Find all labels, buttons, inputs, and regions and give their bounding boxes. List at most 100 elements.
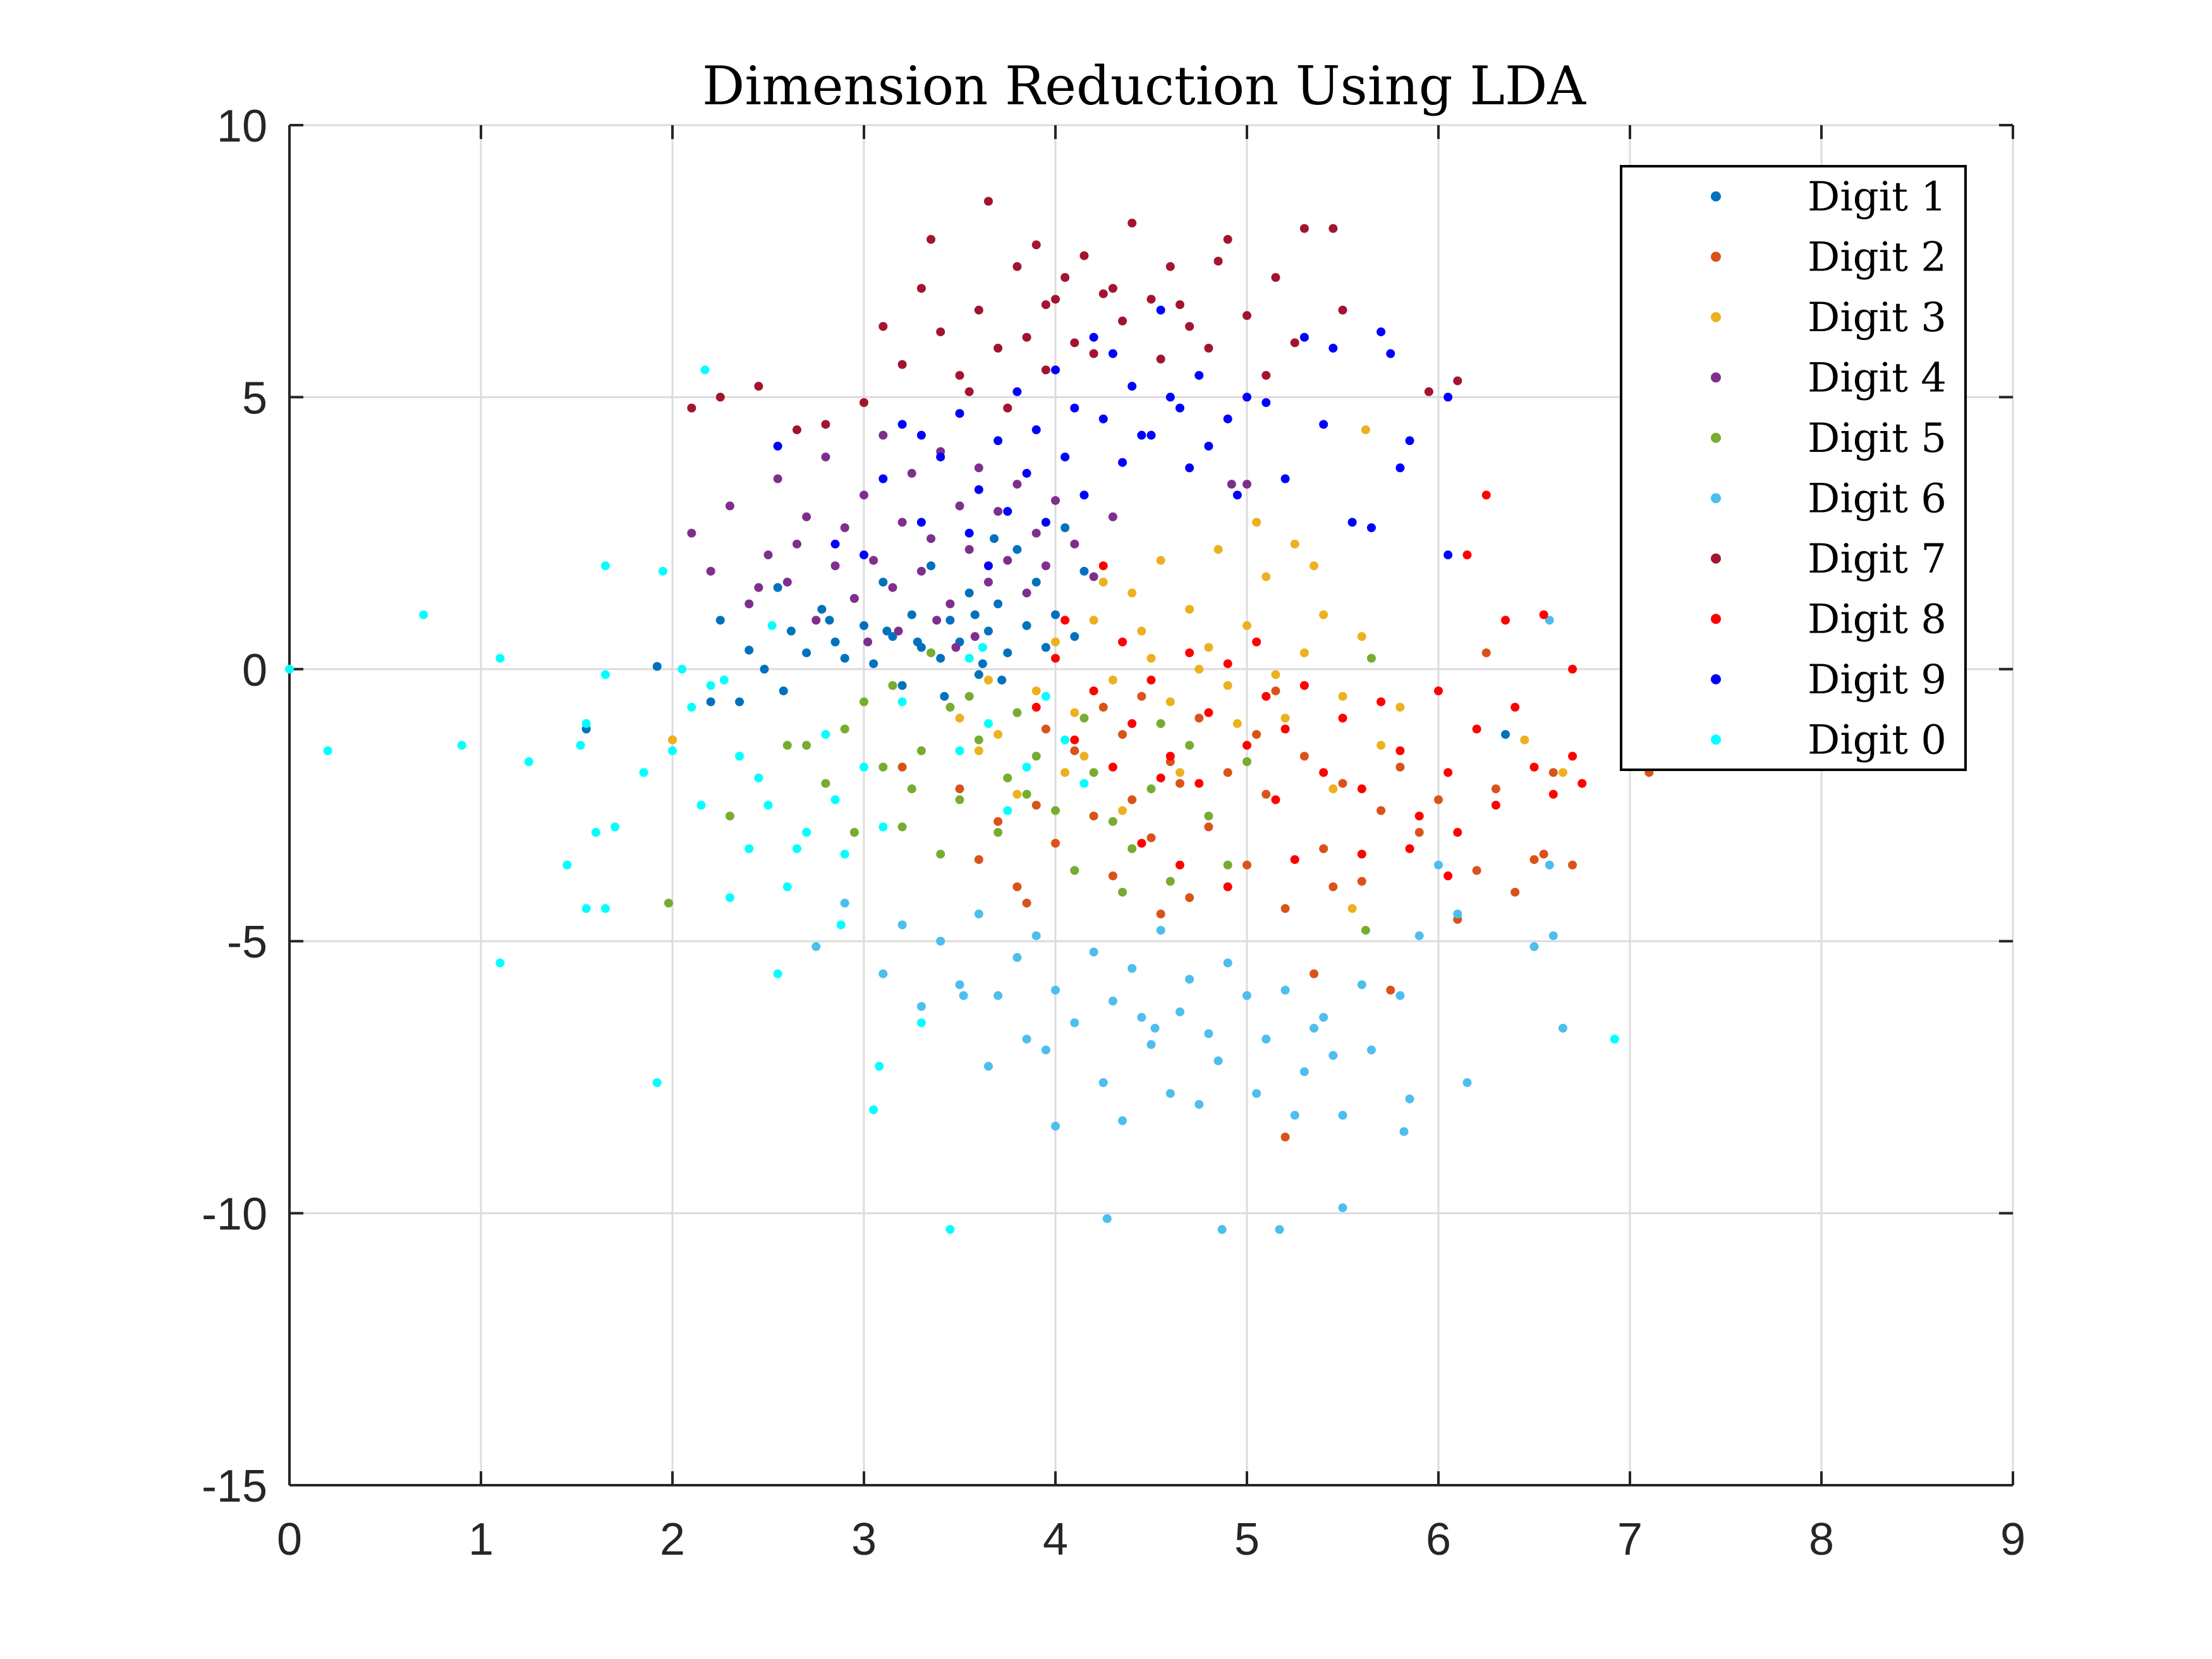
data-point	[1041, 300, 1050, 310]
data-point	[1366, 653, 1376, 663]
data-point	[1290, 1110, 1299, 1120]
data-point	[1243, 741, 1251, 750]
data-point	[994, 991, 1003, 1000]
x-tick-label: 1	[468, 1514, 494, 1565]
data-point	[1003, 556, 1012, 565]
y-tick-label: 10	[217, 101, 267, 152]
data-point	[779, 686, 788, 696]
data-point	[1223, 958, 1232, 968]
data-point	[897, 822, 907, 832]
data-point	[1275, 1225, 1284, 1234]
data-point	[955, 980, 964, 990]
data-point	[897, 420, 907, 429]
data-point	[1529, 762, 1539, 772]
data-point	[725, 811, 734, 821]
data-point	[1204, 343, 1213, 353]
data-point	[1051, 653, 1060, 663]
data-point	[1280, 985, 1290, 995]
data-point	[754, 773, 763, 782]
data-point	[1376, 806, 1386, 815]
data-point	[1156, 909, 1165, 919]
data-point	[600, 904, 610, 913]
data-point	[878, 474, 888, 483]
data-point	[970, 610, 980, 619]
data-point	[974, 746, 983, 755]
data-point	[936, 653, 945, 663]
data-point	[562, 860, 572, 870]
data-point	[1280, 904, 1290, 913]
legend-marker	[1711, 614, 1721, 624]
data-point	[1338, 779, 1347, 788]
data-point	[1051, 1121, 1060, 1131]
data-point	[983, 197, 993, 206]
data-point	[1150, 1023, 1160, 1033]
data-point	[1118, 316, 1127, 325]
data-point	[773, 474, 782, 483]
data-point	[869, 556, 878, 565]
data-point	[1156, 719, 1165, 728]
data-point	[1031, 528, 1041, 538]
data-point	[974, 305, 983, 315]
data-point	[1165, 262, 1175, 271]
data-point	[1280, 474, 1290, 483]
data-point	[1204, 643, 1213, 652]
data-point	[1361, 425, 1370, 435]
data-point	[994, 599, 1003, 609]
data-point	[1319, 610, 1328, 619]
legend-marker	[1711, 734, 1721, 745]
data-point	[1462, 550, 1472, 560]
data-point	[1070, 338, 1079, 348]
data-point	[897, 518, 907, 527]
data-point	[888, 583, 897, 592]
data-point	[1610, 1035, 1619, 1044]
data-point	[1338, 305, 1347, 315]
data-point	[1118, 730, 1127, 739]
data-point	[1501, 730, 1510, 739]
y-tick-label: -5	[227, 917, 267, 968]
data-point	[1041, 691, 1050, 701]
data-point	[1399, 1127, 1409, 1136]
data-point	[1012, 262, 1022, 271]
data-point	[994, 817, 1003, 826]
data-point	[754, 583, 763, 592]
y-tick-label: -15	[202, 1461, 267, 1512]
data-point	[1089, 686, 1098, 696]
data-point	[1089, 768, 1098, 777]
data-point	[830, 795, 840, 805]
data-point	[1232, 719, 1242, 728]
data-point	[1041, 724, 1050, 734]
data-point	[860, 762, 868, 772]
data-point	[1079, 251, 1089, 260]
points-layer	[285, 197, 1654, 1234]
data-point	[878, 322, 888, 331]
data-point	[1060, 453, 1070, 462]
data-point	[964, 588, 974, 598]
data-point	[1003, 507, 1012, 516]
legend-box	[1620, 165, 1967, 771]
data-point	[927, 534, 936, 544]
data-point	[955, 784, 964, 794]
data-point	[1414, 931, 1424, 940]
data-point	[1146, 430, 1156, 440]
data-point	[652, 662, 662, 671]
data-point	[1051, 839, 1060, 848]
data-point	[1127, 844, 1137, 853]
data-point	[936, 453, 945, 462]
legend-label: Digit 6	[1808, 475, 1947, 522]
data-point	[1098, 289, 1108, 298]
data-point	[760, 664, 769, 674]
data-point	[1175, 1007, 1184, 1017]
data-point	[687, 403, 696, 413]
data-point	[1290, 338, 1299, 348]
series-digit-6	[811, 616, 1567, 1234]
data-point	[907, 468, 916, 478]
data-point	[1098, 414, 1108, 423]
data-point	[1089, 349, 1098, 358]
data-point	[1089, 572, 1098, 581]
data-point	[1568, 860, 1577, 870]
data-point	[576, 741, 585, 750]
data-point	[1434, 686, 1443, 696]
data-point	[1328, 882, 1338, 892]
data-point	[1357, 877, 1366, 886]
data-point	[1022, 1035, 1031, 1044]
